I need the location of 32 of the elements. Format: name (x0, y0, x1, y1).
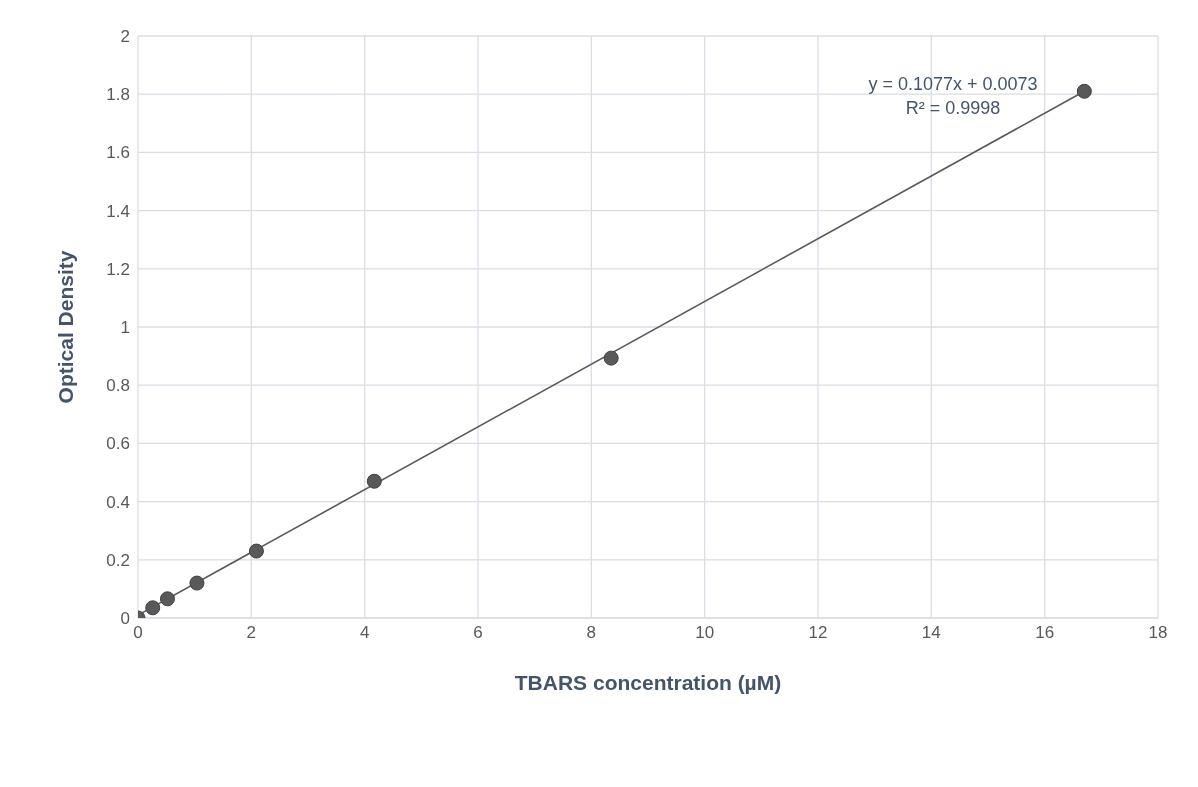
x-tick-label: 2 (246, 623, 257, 643)
x-tick-label: 0 (133, 623, 143, 643)
x-tick-label: 12 (808, 623, 828, 643)
point (248, 543, 264, 559)
y-tick-label: 1 (120, 318, 130, 338)
point (159, 591, 175, 607)
annotation: y = 0.1077x + 0.0073 (867, 73, 1039, 96)
point (145, 600, 161, 616)
point (366, 473, 382, 489)
y-tick-label: 0.8 (106, 376, 130, 396)
x-tick-label: 4 (359, 623, 370, 643)
x-tick-label: 10 (695, 623, 715, 643)
y-tick-label: 1.4 (106, 201, 130, 221)
y-tick-label: 1.8 (106, 85, 130, 105)
annotation: R² = 0.9998 (904, 97, 1002, 120)
point (603, 350, 619, 366)
x-tick-label: 18 (1148, 623, 1168, 643)
x-axis-title: TBARS concentration (µM) (514, 671, 782, 694)
y-tick-label: 1.6 (106, 143, 130, 163)
y-tick-label: 2 (120, 27, 130, 47)
x-tick-label: 16 (1035, 623, 1055, 643)
y-axis-title: Optical Density (54, 250, 78, 404)
x-tick-label: 6 (473, 623, 483, 643)
y-tick-label: 0.6 (106, 434, 130, 454)
x-tick-label: 8 (586, 623, 597, 643)
y-tick-label: 0.4 (106, 492, 130, 512)
point (189, 575, 205, 591)
point (1076, 83, 1092, 99)
y-tick-label: 0.2 (106, 550, 130, 570)
y-tick-label: 0 (120, 609, 130, 629)
y-tick-label: 1.2 (106, 259, 130, 279)
x-tick-label: 14 (921, 623, 941, 643)
